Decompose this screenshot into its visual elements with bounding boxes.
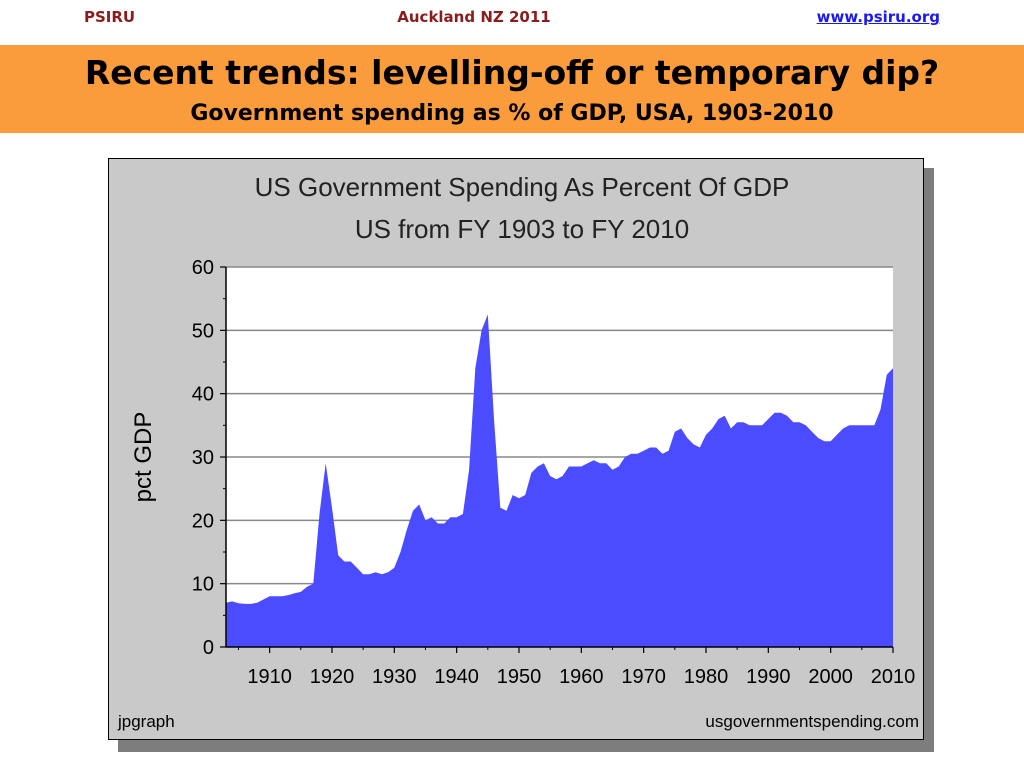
x-tick-label: 1920 [310,666,355,688]
x-tick-label: 2010 [871,666,916,688]
x-tick-label: 1940 [434,666,479,688]
spending-area [226,314,893,647]
slide-subtitle: Government spending as % of GDP, USA, 19… [190,101,834,126]
y-axis-label: pct GDP [130,412,157,503]
x-tick-label: 1960 [559,666,604,688]
credit-left: jpgraph [117,712,175,731]
axes: 0 10 20 30 40 50 60 1910 1920 1930 1940 1950 1960 197… [192,257,916,688]
x-tick-label: 1950 [497,666,542,688]
x-tick-label: 1990 [746,666,791,688]
chart-frame: US Government Spending As Percent Of GDP… [108,158,924,740]
y-tick-label: 0 [203,637,214,659]
credit-right: usgovernmentspending.com [705,712,919,731]
website-link[interactable]: www.psiru.org [816,8,940,26]
x-tick-label: 2000 [808,666,853,688]
y-tick-label: 10 [192,574,214,596]
x-tick-label: 1980 [684,666,729,688]
y-tick-label: 60 [192,257,214,279]
chart-title: US Government Spending As Percent Of GDP [255,172,790,202]
x-tick-label: 1930 [372,666,417,688]
y-tick-label: 30 [192,447,214,469]
org-name: PSIRU [84,8,136,26]
y-tick-label: 50 [192,320,214,342]
x-tick-label: 1910 [247,666,291,688]
slide-title: Recent trends: levelling-off or temporar… [84,53,940,92]
title-banner: Recent trends: levelling-off or temporar… [0,45,1024,133]
y-tick-label: 40 [192,384,214,406]
y-tick-label: 20 [192,510,214,532]
area-chart: US Government Spending As Percent Of GDP… [117,172,919,731]
x-tick-label: 1970 [621,666,666,688]
chart-subtitle: US from FY 1903 to FY 2010 [355,214,689,244]
top-bar: PSIRU Auckland NZ 2011 www.psiru.org [0,0,1024,40]
event-label: Auckland NZ 2011 [397,8,551,26]
